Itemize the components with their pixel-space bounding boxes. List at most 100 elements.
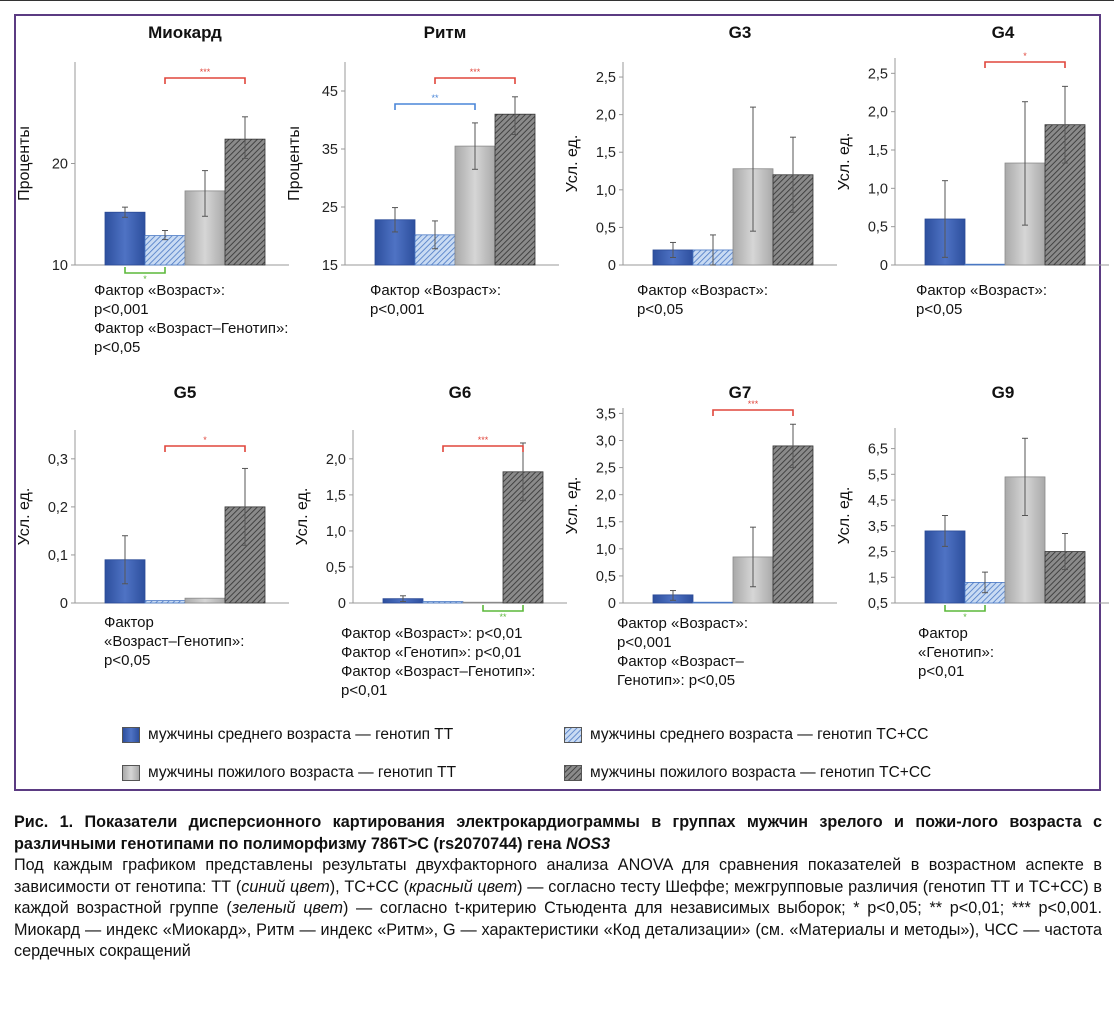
y-tick-label: 3,5 <box>596 406 616 422</box>
anova-note-line: Фактор «Возраст–Генотип»: <box>94 320 289 337</box>
y-tick-label: 0 <box>608 596 616 612</box>
significance-label: ** <box>499 612 507 622</box>
chart-title: G3 <box>728 23 752 42</box>
y-tick-label: 15 <box>322 258 338 274</box>
y-tick-label: 2,0 <box>326 452 346 468</box>
y-axis-label: Усл. ед. <box>294 488 311 546</box>
y-tick-label: 0 <box>608 258 616 274</box>
y-tick-label: 0,5 <box>868 596 888 612</box>
anova-note-line: Фактор «Возраст»: <box>637 282 768 299</box>
caption-text: зеленый цвет <box>231 899 343 917</box>
y-tick-label: 0,2 <box>48 500 68 516</box>
y-tick-label: 0,5 <box>596 569 616 585</box>
chart-title: G6 <box>448 383 472 402</box>
chart-title: Ритм <box>423 23 467 42</box>
anova-note-line: Фактор «Возраст»: p<0,01 <box>341 625 523 642</box>
anova-note: Фактор «Возраст»: p<0,05 <box>916 281 1047 319</box>
y-tick-label: 1,5 <box>596 145 616 161</box>
y-tick-label: 0,5 <box>326 560 346 576</box>
caption-text: ) — согласно t-критерию Стьюдента для не… <box>14 899 1103 960</box>
y-tick-label: 35 <box>322 142 338 158</box>
caption-text: Под каждым графиком представлены результ… <box>14 856 1102 896</box>
y-tick-label: 1,5 <box>596 515 616 531</box>
y-tick-label: 2,5 <box>596 461 616 477</box>
figure-frame <box>14 14 1101 791</box>
anova-note-line: Фактор <box>918 625 968 642</box>
anova-note-line: p<0,05 <box>104 652 151 669</box>
y-tick-label: 2,5 <box>868 66 888 82</box>
y-tick-label: 1,0 <box>596 183 616 199</box>
significance-bracket <box>434 77 516 84</box>
significance-label: *** <box>470 67 481 77</box>
significance-label: *** <box>200 67 211 77</box>
legend-item-tccc-elderly: мужчины пожилого возраста — генотип ТС+С… <box>564 764 931 782</box>
anova-note: Фактор «Возраст»: p<0,001 <box>370 281 501 319</box>
y-tick-label: 1,5 <box>868 570 888 586</box>
legend-label: мужчины среднего возраста — генотип ТС+С… <box>590 726 929 743</box>
bar <box>772 445 814 604</box>
significance-label: * <box>963 612 967 622</box>
y-tick-label: 25 <box>322 200 338 216</box>
y-tick-label: 0,5 <box>596 220 616 236</box>
legend-label: мужчины пожилого возраста — генотип ТС+С… <box>590 764 932 781</box>
y-tick-label: 2,0 <box>596 488 616 504</box>
anova-note-line: «Генотип»: <box>918 644 994 661</box>
caption-gene: NOS3 <box>566 834 611 853</box>
significance-bracket <box>164 445 246 452</box>
y-tick-label: 0,3 <box>48 452 68 468</box>
significance-bracket <box>482 605 524 612</box>
y-tick-label: 10 <box>52 258 68 274</box>
significance-label: *** <box>748 399 759 409</box>
y-tick-label: 1,0 <box>596 542 616 558</box>
caption-text: синий цвет <box>241 877 330 896</box>
y-tick-label: 3,5 <box>868 519 888 535</box>
significance-label: ** <box>431 93 439 103</box>
legend-swatch <box>564 765 582 781</box>
chart-title: G5 <box>173 383 197 402</box>
legend-label: мужчины среднего возраста — генотип ТТ <box>148 726 454 743</box>
anova-note-line: Генотип»: p<0,05 <box>617 672 736 689</box>
y-tick-label: 3,0 <box>596 434 616 450</box>
legend: мужчины среднего возраста — генотип ТТ м… <box>112 722 1072 782</box>
significance-label: * <box>143 274 147 284</box>
chart-title: G4 <box>991 23 1015 42</box>
anova-note-line: Фактор «Генотип»: p<0,01 <box>341 644 522 661</box>
significance-bracket <box>394 103 476 110</box>
y-tick-label: 1,5 <box>326 488 346 504</box>
caption-title-text: Рис. 1. Показатели дисперсионного картир… <box>14 813 1102 853</box>
y-tick-label: 0,5 <box>868 220 888 236</box>
anova-note-line: p<0,01 <box>918 663 965 680</box>
anova-note: Фактор «Возраст»: p<0,01 Фактор «Генотип»… <box>341 624 535 700</box>
bar <box>772 174 814 266</box>
y-tick-label: 45 <box>322 84 338 100</box>
anova-note: Фактор «Возраст»: p<0,001 Фактор «Возраст–… <box>617 614 748 690</box>
anova-note-line: Фактор «Возраст– <box>617 653 744 670</box>
significance-bracket <box>164 77 246 84</box>
bar <box>502 471 544 604</box>
significance-bracket <box>442 445 524 452</box>
y-tick-label: 0,1 <box>48 548 68 564</box>
y-axis-label: Проценты <box>16 126 33 201</box>
significance-bracket <box>984 61 1066 68</box>
significance-label: * <box>203 435 207 445</box>
caption-title: Рис. 1. Показатели дисперсионного картир… <box>14 812 1102 855</box>
significance-label: * <box>1023 51 1027 61</box>
y-axis-label: Проценты <box>286 126 303 201</box>
anova-note: Фактор «Возраст»: p<0,05 <box>637 281 768 319</box>
legend-label: мужчины пожилого возраста — генотип ТТ <box>148 764 457 781</box>
anova-note-line: p<0,05 <box>916 301 963 318</box>
anova-note-line: Фактор «Возраст»: <box>617 615 748 632</box>
y-tick-label: 6,5 <box>868 442 888 458</box>
anova-note-line: Фактор <box>104 614 154 631</box>
chart-title: G9 <box>991 383 1015 402</box>
anova-note-line: p<0,05 <box>637 301 684 318</box>
y-axis-label: Усл. ед. <box>564 477 581 535</box>
y-axis-label: Усл. ед. <box>836 487 853 545</box>
anova-note-line: Фактор «Возраст»: <box>370 282 501 299</box>
